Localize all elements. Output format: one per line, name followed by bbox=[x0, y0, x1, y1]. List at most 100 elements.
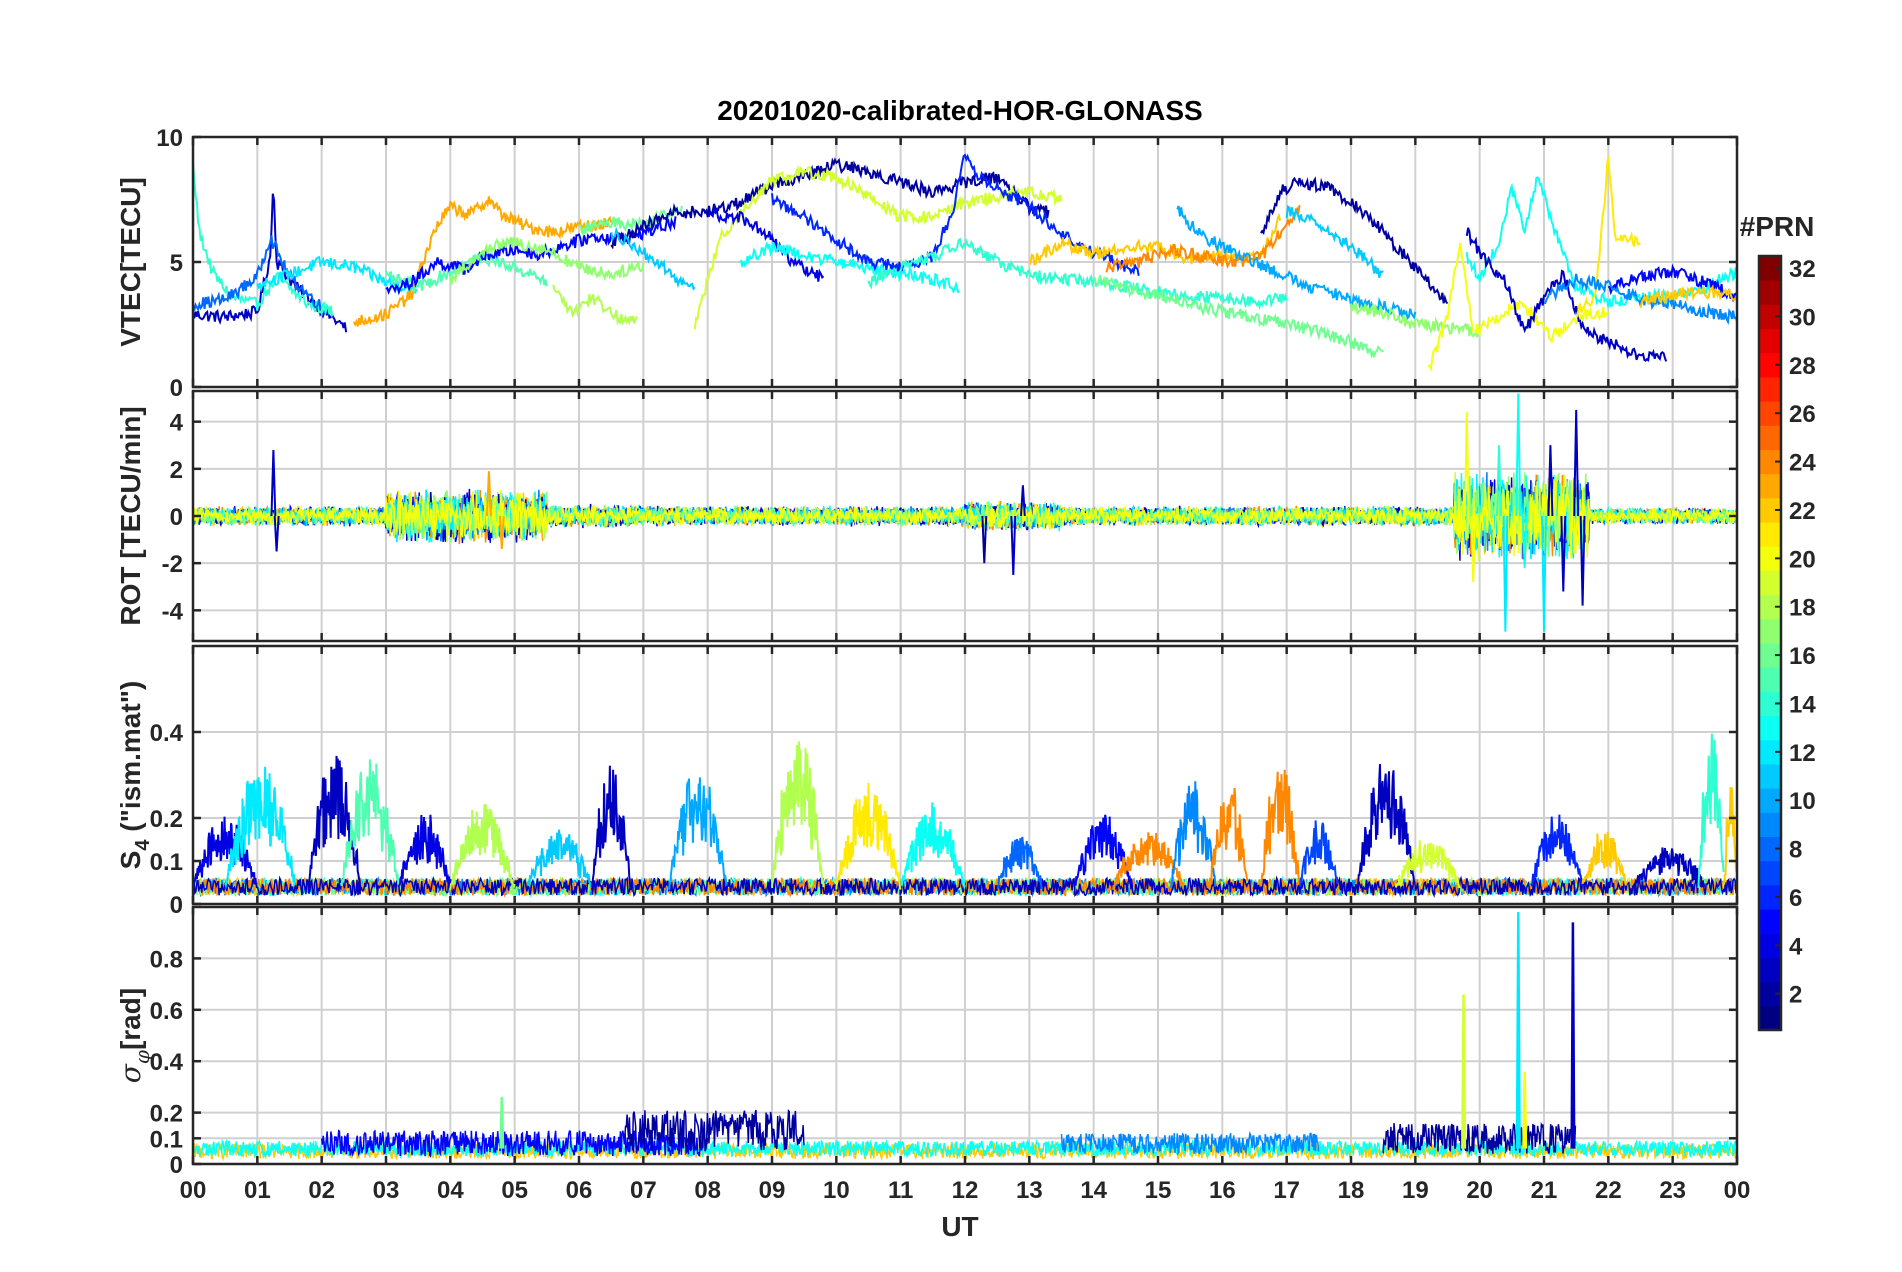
x-tick-label: 01 bbox=[244, 1177, 271, 1204]
x-tick-label: 00 bbox=[1724, 1177, 1751, 1204]
y-tick-label: 0.2 bbox=[150, 1101, 183, 1128]
rot-spike bbox=[1560, 515, 1567, 592]
colorbar-cell bbox=[1759, 909, 1781, 934]
x-tick-label: 22 bbox=[1595, 1177, 1622, 1204]
x-tick-label: 21 bbox=[1531, 1177, 1558, 1204]
series-prn-19 bbox=[693, 165, 1063, 330]
colorbar-cell bbox=[1759, 618, 1781, 644]
s4-burst-prn-24 bbox=[1112, 832, 1185, 890]
x-tick-label: 08 bbox=[694, 1177, 721, 1204]
rot-spike bbox=[1579, 515, 1586, 606]
x-tick-label: 10 bbox=[823, 1177, 850, 1204]
s4-burst-prn-14 bbox=[1697, 733, 1725, 889]
sigma-band-prn-9 bbox=[1060, 1130, 1320, 1156]
colorbar-cell bbox=[1759, 715, 1781, 741]
y-tick-label: 0.6 bbox=[150, 998, 183, 1025]
x-tick-label: 02 bbox=[308, 1177, 335, 1204]
data-vtec bbox=[193, 153, 1737, 373]
colorbar-cell bbox=[1759, 570, 1781, 596]
series-prn-11 bbox=[1285, 204, 1384, 279]
series-prn-17 bbox=[449, 236, 645, 285]
s4-burst-prn-15 bbox=[340, 759, 400, 887]
y-tick-label: -4 bbox=[162, 598, 184, 625]
y-axis-label-vtec: VTEC[TECU] bbox=[115, 177, 146, 347]
s4-burst-prn-8 bbox=[996, 836, 1044, 890]
s4-burst-prn-10 bbox=[668, 777, 728, 890]
colorbar-cell bbox=[1759, 280, 1781, 305]
colorbar-cell bbox=[1759, 643, 1781, 668]
x-tick-label: 07 bbox=[630, 1177, 657, 1204]
rot-spike bbox=[1496, 445, 1502, 517]
colorbar-cell bbox=[1759, 667, 1781, 692]
data-s4 bbox=[193, 733, 1737, 899]
series-prn-4 bbox=[707, 205, 825, 282]
x-tick-label: 09 bbox=[759, 1177, 786, 1204]
panel-s4: 0 0.1 0.2 0.4S4 ("ism.mat") bbox=[115, 644, 1739, 919]
s4-burst-prn-24 bbox=[1208, 787, 1249, 889]
figure-title: 20201020-calibrated-HOR-GLONASS bbox=[717, 95, 1203, 126]
sigma-spike bbox=[1461, 994, 1467, 1149]
panel-vtec: 0 5 10 VTEC[TECU] bbox=[115, 125, 1739, 402]
colorbar-cell bbox=[1759, 1005, 1781, 1031]
colorbar-label: #PRN bbox=[1740, 211, 1815, 242]
y-tick-label: 0 bbox=[170, 504, 183, 531]
rot-spike bbox=[273, 515, 280, 552]
series-prn-2 bbox=[610, 157, 1050, 250]
x-tick-label: 04 bbox=[437, 1177, 464, 1204]
x-tick-label: 23 bbox=[1659, 1177, 1686, 1204]
s4-burst-prn-13 bbox=[899, 802, 966, 891]
x-tick-labels: 00 01 02 03 04 05 06 07 08 09 10 11 12 13 14 15 16 17 18 19… bbox=[180, 1177, 1751, 1204]
colorbar-tick-label: 8 bbox=[1789, 837, 1802, 864]
series-prn-12 bbox=[256, 255, 418, 295]
ticks-vtec: 0 5 10 bbox=[156, 125, 1739, 402]
y-tick-label: 0.4 bbox=[150, 1049, 184, 1076]
colorbar-tick-label: 4 bbox=[1789, 933, 1803, 960]
s4-burst-prn-18 bbox=[449, 803, 516, 891]
y-tick-label: 0.4 bbox=[150, 720, 184, 747]
s4-burst-prn-4 bbox=[398, 814, 452, 889]
rot-spike bbox=[1010, 515, 1017, 576]
x-tick-label: 20 bbox=[1466, 1177, 1493, 1204]
colorbar-tick-label: 14 bbox=[1789, 691, 1816, 718]
s4-burst-prn-21 bbox=[835, 782, 902, 890]
colorbar-cell bbox=[1759, 401, 1781, 426]
y-tick-label: 0.8 bbox=[150, 946, 183, 973]
s4-burst-prn-19 bbox=[1395, 840, 1461, 889]
rot-spike bbox=[270, 449, 277, 517]
rot-spike bbox=[498, 515, 505, 550]
y-axis-label-sigma_phi: σφ[rad] bbox=[114, 988, 154, 1083]
series-prn-3 bbox=[1465, 227, 1668, 363]
s4-burst-prn-12 bbox=[224, 766, 297, 889]
colorbar-cell bbox=[1759, 376, 1781, 402]
sigma-spike bbox=[1570, 922, 1576, 1149]
rot-spike bbox=[1573, 409, 1580, 517]
colorbar-tick-label: 20 bbox=[1789, 546, 1816, 573]
y-tick-label: 0.1 bbox=[150, 1126, 183, 1153]
colorbar-tick-label: 16 bbox=[1789, 643, 1816, 670]
s4-burst-prn-22 bbox=[1581, 831, 1628, 886]
series-prn-3 bbox=[193, 193, 348, 333]
y-axis-label-s4: S4 ("ism.mat") bbox=[115, 681, 154, 870]
data-sigma_phi bbox=[193, 912, 1737, 1162]
s4-burst-prn-18 bbox=[771, 741, 825, 888]
colorbar-cell bbox=[1759, 788, 1781, 813]
x-tick-label: 19 bbox=[1402, 1177, 1429, 1204]
series-prn-14 bbox=[193, 161, 335, 318]
colorbar-tick-label: 6 bbox=[1789, 885, 1802, 912]
colorbar-cell bbox=[1759, 860, 1781, 886]
s4-burst-prn-3 bbox=[1356, 764, 1416, 890]
colorbar-cell bbox=[1759, 352, 1781, 378]
y-axis-label-rot: ROT [TECU/min] bbox=[115, 406, 146, 625]
rot-spike bbox=[1515, 393, 1522, 517]
colorbar-cell bbox=[1759, 522, 1781, 547]
x-tick-label: 00 bbox=[180, 1177, 207, 1204]
colorbar-tick-label: 10 bbox=[1789, 788, 1816, 815]
s4-burst-prn-9 bbox=[1169, 781, 1217, 888]
colorbar-cell bbox=[1759, 594, 1781, 620]
rot-spike bbox=[981, 515, 988, 564]
s4-burst-prn-6 bbox=[1530, 814, 1583, 887]
series-prn-21 bbox=[1575, 156, 1641, 318]
series-prn-22 bbox=[1639, 284, 1737, 308]
x-tick-label: 18 bbox=[1338, 1177, 1365, 1204]
